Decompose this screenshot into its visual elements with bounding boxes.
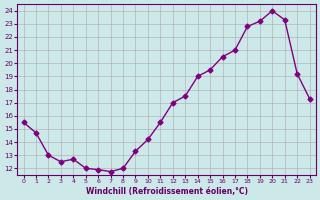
X-axis label: Windchill (Refroidissement éolien,°C): Windchill (Refroidissement éolien,°C): [85, 187, 248, 196]
